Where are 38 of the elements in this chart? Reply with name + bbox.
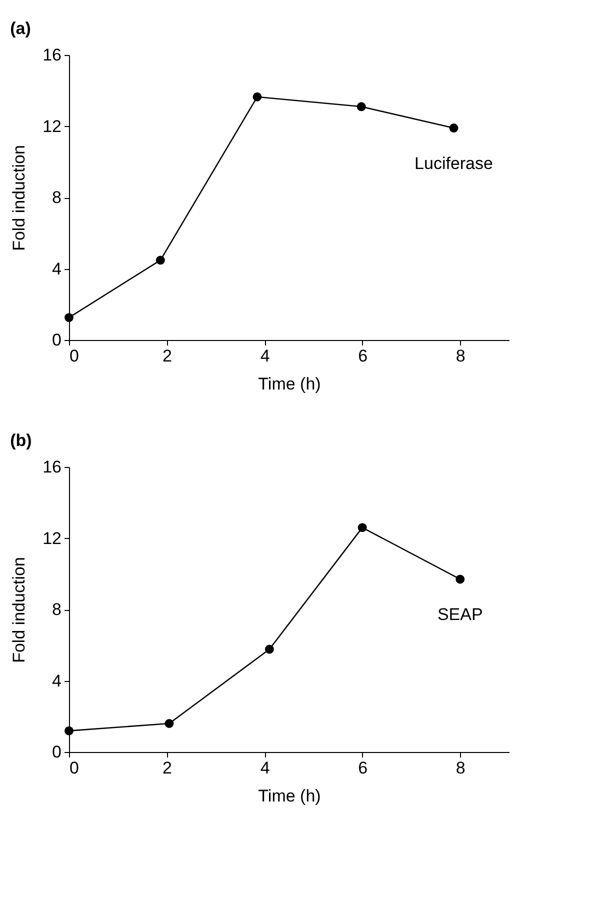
x-axis-title: Time (h) — [258, 374, 321, 394]
point — [164, 719, 174, 728]
y-tick-label: 16 — [42, 458, 62, 476]
x-tick-label: 2 — [162, 758, 172, 778]
point — [356, 102, 366, 112]
x-tick-label: 4 — [260, 758, 270, 778]
y-tick-label: 12 — [42, 528, 62, 548]
y-tick-label: 0 — [52, 742, 62, 762]
chart-title: (b) — [10, 431, 32, 450]
point — [456, 574, 465, 584]
y-tick-label: 4 — [52, 671, 62, 690]
y-tick-label: 8 — [52, 188, 62, 207]
point — [64, 313, 74, 322]
y-tick-label: 12 — [42, 116, 62, 136]
x-tick-label: 0 — [70, 346, 79, 366]
x-tick-label: 8 — [456, 346, 466, 366]
y-axis-title: Fold induction — [10, 557, 29, 663]
y-tick-label: 4 — [52, 259, 62, 278]
point — [156, 256, 165, 265]
point — [358, 523, 367, 532]
x-tick-label: 0 — [70, 758, 79, 778]
chart-title: (a) — [10, 19, 31, 38]
x-tick-label: 6 — [358, 346, 368, 366]
y-tick-label: 8 — [52, 600, 62, 619]
y-axis-title: Fold induction — [10, 145, 29, 251]
x-tick-label: 8 — [456, 758, 466, 778]
x-tick-label: 4 — [260, 346, 270, 366]
y-tick-label: 0 — [52, 330, 62, 350]
point — [64, 726, 74, 736]
point — [449, 124, 458, 132]
x-axis-title: Time (h) — [258, 786, 321, 806]
point — [252, 92, 262, 102]
x-tick-label: 2 — [162, 346, 172, 366]
series-label: SEAP — [437, 605, 483, 624]
y-tick-label: 16 — [42, 46, 62, 64]
x-tick-label: 6 — [358, 758, 368, 778]
point — [264, 644, 274, 654]
series-label: Luciferase — [414, 154, 493, 174]
